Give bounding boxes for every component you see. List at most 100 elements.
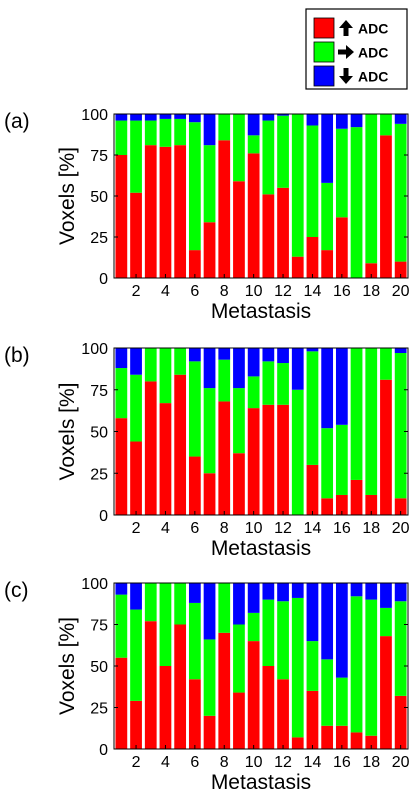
x-tick-label: 6 [190,520,199,537]
bar-segment [277,348,289,364]
bar-segment [365,494,378,515]
bar-segment [115,155,128,278]
bar-segment [365,263,378,278]
bar-segment [203,583,216,640]
bar-segment [394,123,407,262]
bar-segment [394,695,407,749]
y-tick-label: 25 [90,466,108,483]
bar-segment [159,114,172,119]
bar-segment [321,498,334,515]
bar-segment [277,583,289,602]
chart-panel-a: 0 25 50 75 100 2 4 6 8 10 12 14 16 18 20 Metastasis Voxe… [4,107,410,323]
x-tick-label: 18 [362,520,380,537]
bar-segment [350,732,363,749]
bar-segment [115,657,128,749]
bar-segment [380,114,392,136]
bar-segment [335,725,348,749]
bar-segment [203,348,216,389]
x-tick-label: 2 [132,283,141,300]
bar-segment [188,122,201,251]
bar-segment [115,368,128,419]
bar-segment [365,735,378,749]
bar-segment [130,192,142,278]
bar-segment [380,348,392,380]
bar-segment [291,389,304,515]
y-axis-label: Voxels [%] [56,147,79,245]
x-tick-label: 14 [304,283,322,300]
bar-segment [115,114,128,121]
bar-segment [335,128,348,218]
y-tick-label: 50 [90,659,108,676]
bar-segment [335,348,348,425]
bar-segment [350,596,363,733]
bar-segment [174,114,187,119]
bar-segment [188,114,201,123]
bar-segment [174,583,187,625]
bar-segment [365,583,378,600]
x-tick-label: 12 [274,283,292,300]
x-tick-label: 20 [392,520,410,537]
bar-segment [233,453,245,515]
bar-segment [335,677,348,726]
bar-segment [394,583,407,602]
x-tick-label: 12 [274,520,292,537]
bar-segment [262,599,275,666]
bar-segment [277,187,289,278]
bar-segment [277,679,289,749]
bar-segment [130,441,142,515]
bar-segment [262,583,275,600]
bar-segment [277,363,289,405]
bar-segment [394,348,407,354]
y-tick-label: 75 [90,383,108,400]
y-tick-label: 50 [90,189,108,206]
bar-segment [306,348,319,352]
bar-segment [380,135,392,278]
bar-segment [306,583,319,642]
bar-segment [291,583,304,598]
axes-frame [113,582,409,750]
bar-segment [277,404,289,515]
x-tick-label: 4 [161,754,170,771]
x-tick-label: 10 [245,520,263,537]
bar-segment [247,641,260,749]
bar-segment [218,348,231,360]
chart-panel-c: 0 25 50 75 100 2 4 6 8 10 12 14 16 18 20 Metastasis Voxe… [4,576,410,794]
bar-segment [174,374,187,515]
x-tick-label: 20 [392,283,410,300]
x-tick-label: 2 [132,520,141,537]
bar-segment [321,583,334,660]
bar-segment [380,583,392,608]
bar-segment [203,639,216,716]
bar-segment [277,601,289,680]
bar-segment [174,624,187,749]
bar-segment [321,182,334,251]
bar-segment [130,348,142,375]
bars [115,114,407,279]
bar-segment [233,348,245,389]
bar-segment [306,125,319,237]
bar-segment [247,153,260,278]
bar-segment [203,222,216,278]
bar-segment [247,348,260,377]
bar-segment [291,114,304,257]
bar-segment [291,348,304,390]
legend-label: ADC [358,21,388,37]
x-tick-label: 6 [190,283,199,300]
y-tick-label: 100 [81,576,108,593]
bar-segment [394,114,407,124]
bar-segment [321,250,334,278]
bar-segment [394,498,407,515]
bar-segment [115,120,128,155]
y-tick-label: 75 [90,148,108,165]
legend-label: ADC [358,69,388,85]
x-tick-label: 18 [362,283,380,300]
y-tick-label: 100 [81,341,108,358]
bar-segment [306,641,319,691]
bar-segment [233,181,245,278]
bar-segment [247,612,260,642]
x-tick-label: 10 [245,754,263,771]
bar-segment [321,348,334,429]
bar-segment [350,114,363,128]
bar-segment [144,621,157,749]
